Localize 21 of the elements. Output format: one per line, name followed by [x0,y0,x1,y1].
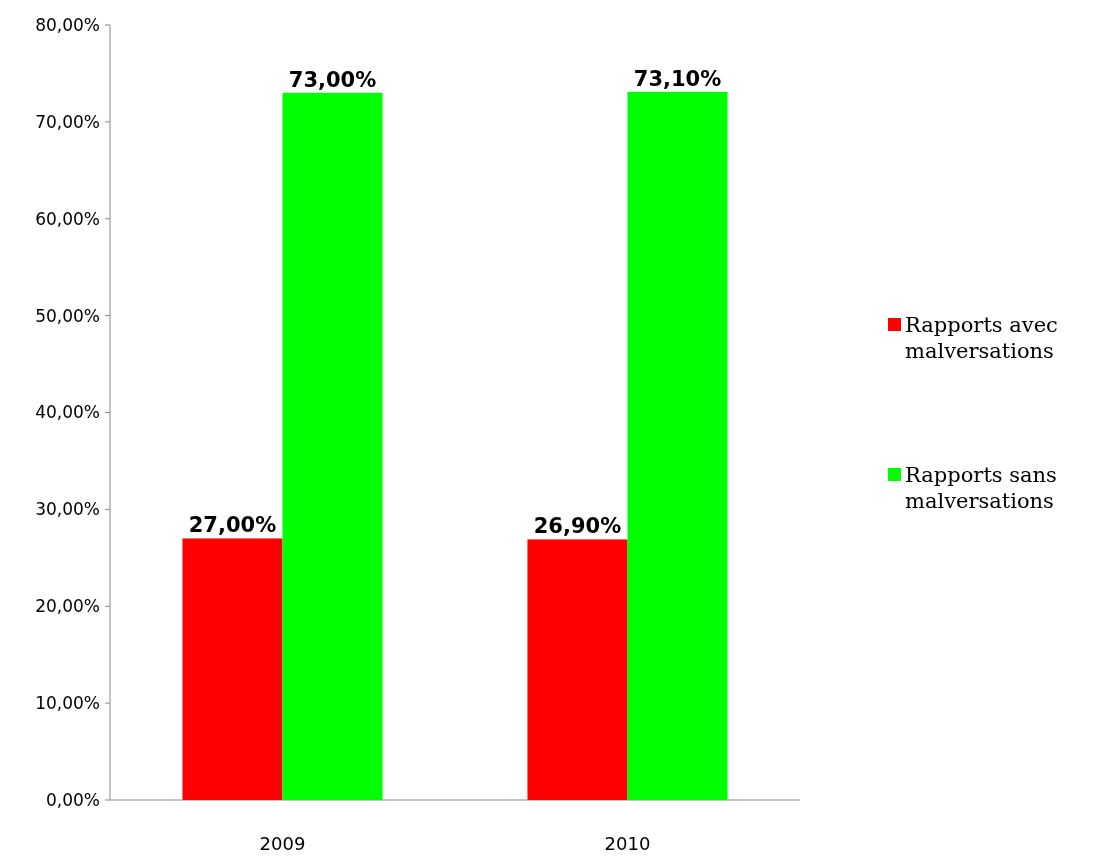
x-tick-label: 2009 [259,833,306,854]
data-label: 73,00% [288,67,377,92]
data-label: 73,10% [633,66,722,91]
y-tick-label: 60,00% [35,208,100,229]
y-tick-label: 70,00% [35,111,100,132]
legend-label: Rapports avec malversations [905,313,1058,363]
bar [527,539,628,800]
y-tick-label: 80,00% [35,14,100,35]
y-tick-label: 0,00% [45,789,100,810]
bar [627,91,728,800]
data-label: 27,00% [188,513,277,538]
y-tick-label: 20,00% [35,596,100,617]
y-tick-label: 30,00% [35,499,100,520]
y-tick-label: 10,00% [35,693,100,714]
bar [282,92,383,800]
x-tick-label: 2010 [604,833,651,854]
data-label: 26,90% [533,514,622,539]
bar [182,538,283,800]
legend-label: Rapports sans malversations [905,463,1057,513]
y-tick-label: 40,00% [35,402,100,423]
y-tick-label: 50,00% [35,305,100,326]
